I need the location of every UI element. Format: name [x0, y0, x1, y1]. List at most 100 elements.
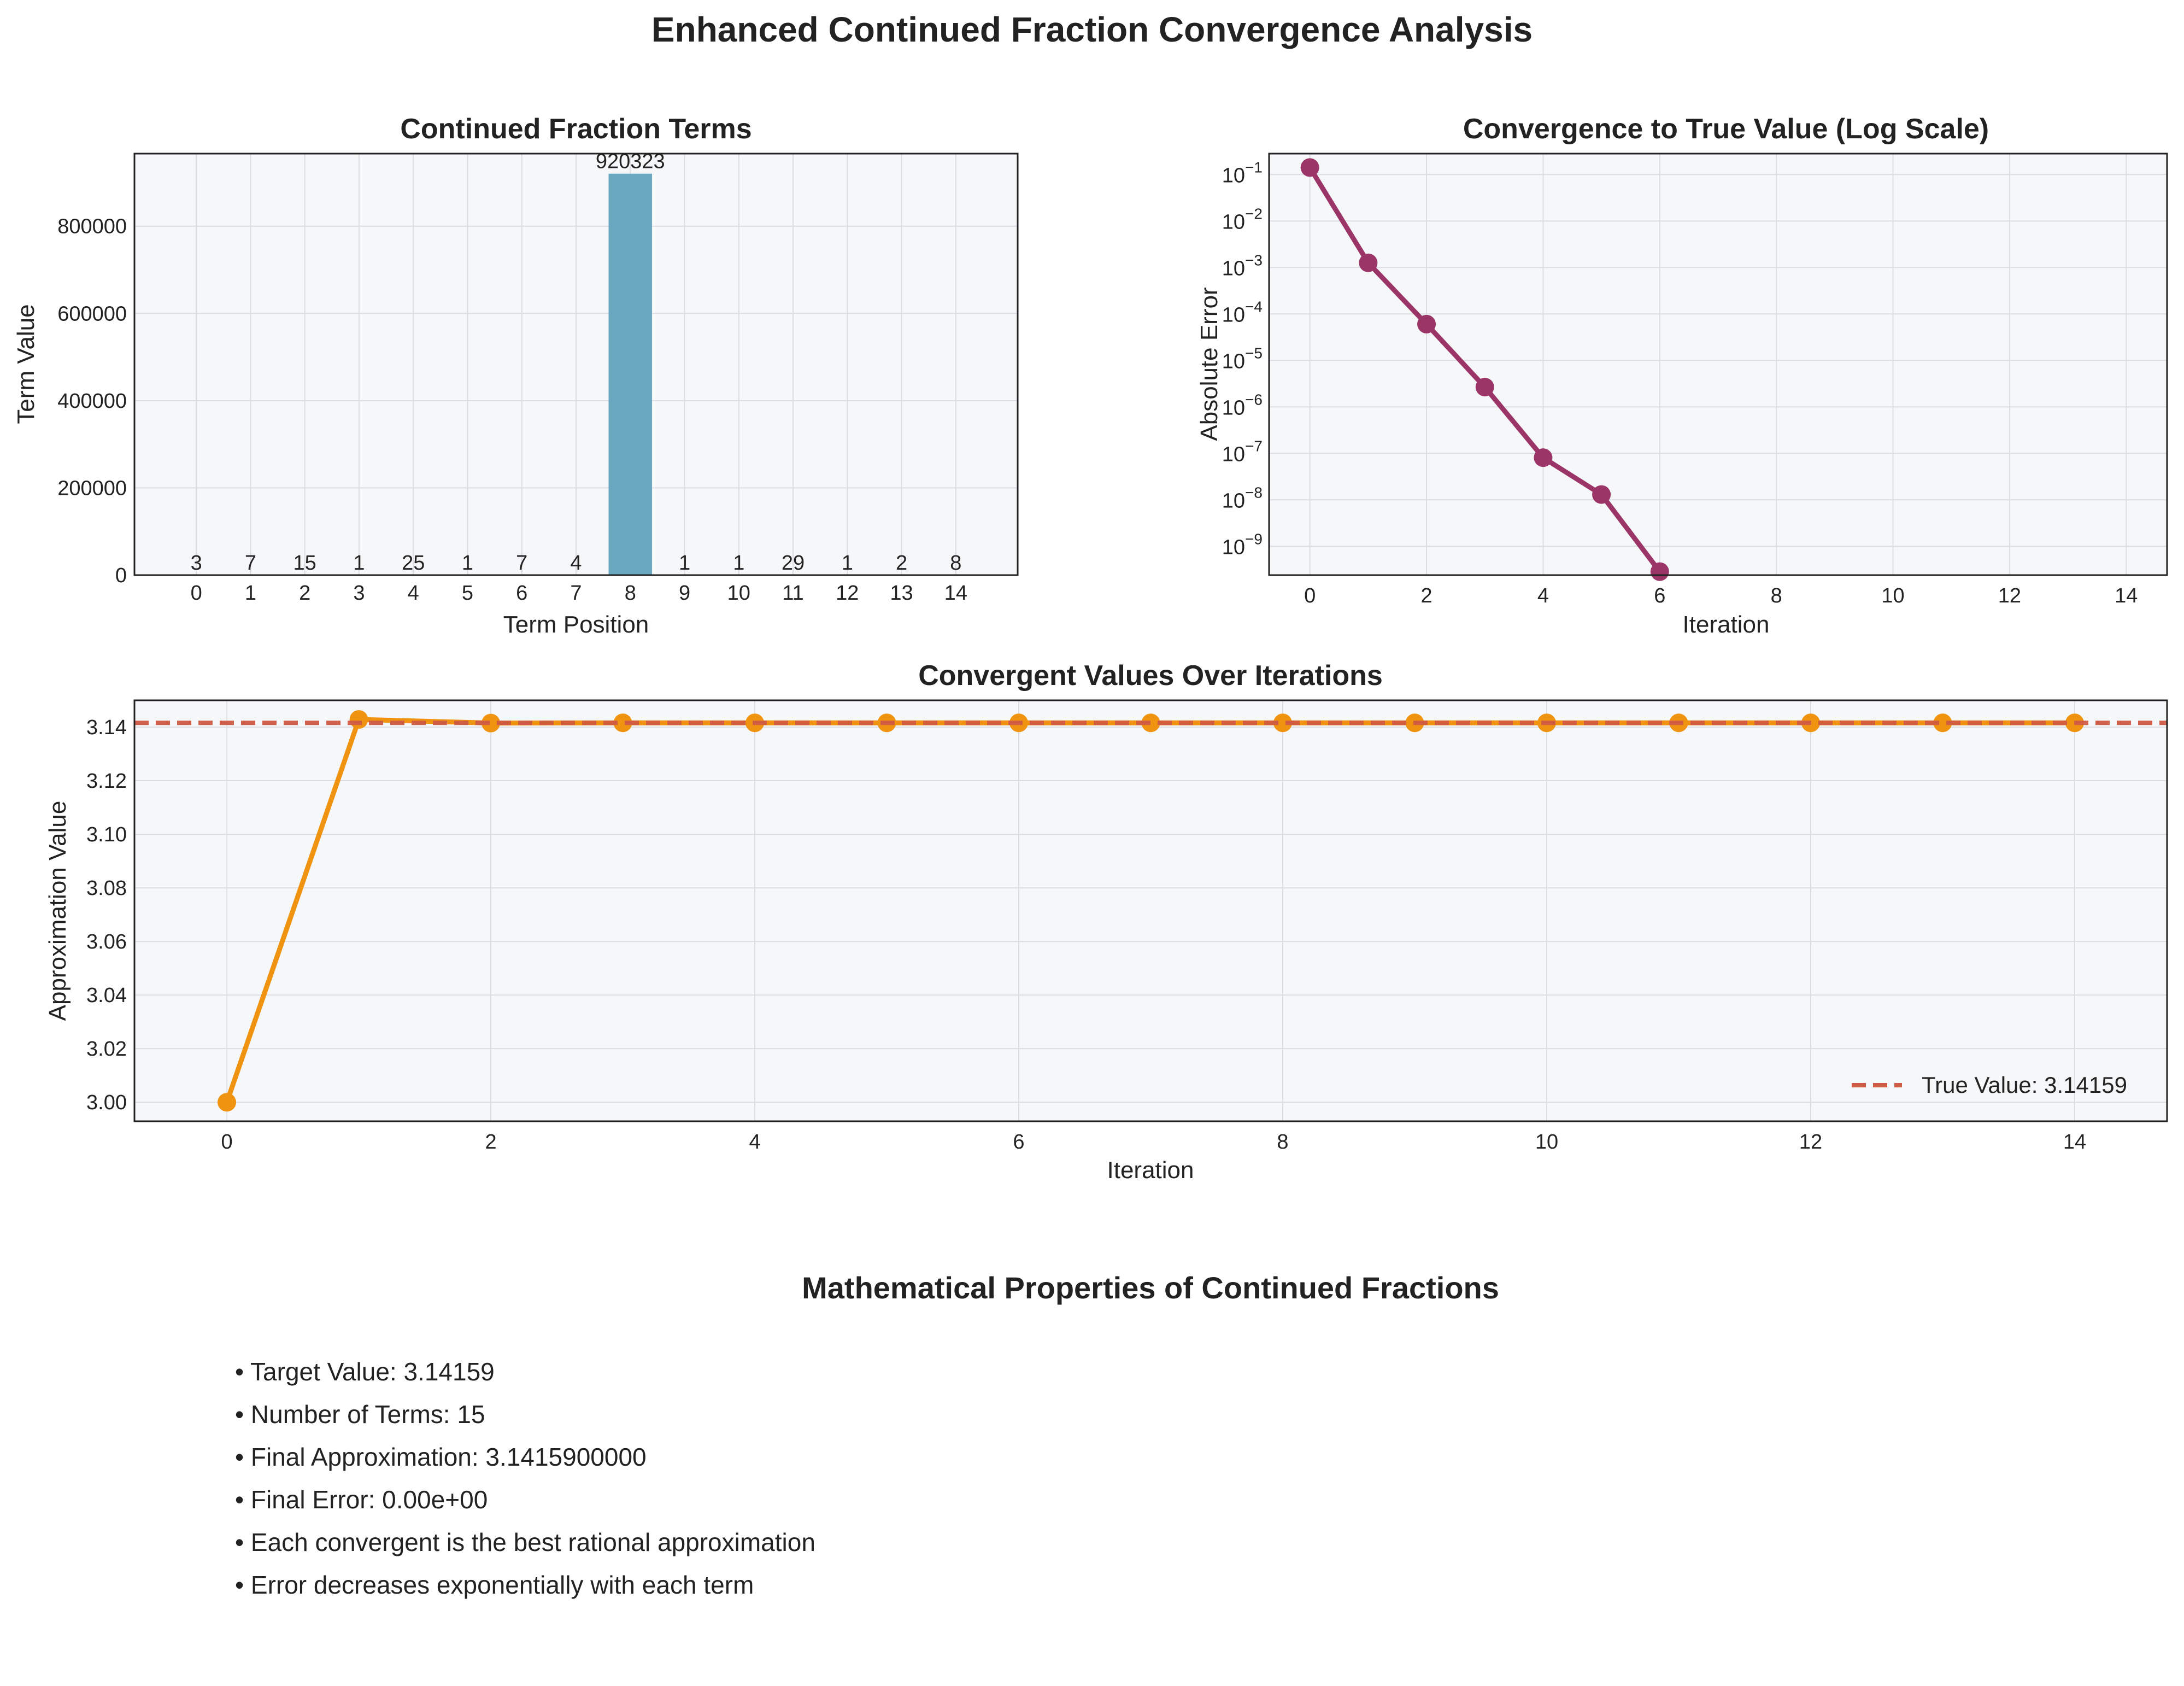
error-y-ticks: 10−1 10−2 10−3 10−4 10−5 10−6 10−7 10−8 10−9 [1222, 159, 1263, 559]
x-tick-label: 8 [1771, 584, 1782, 607]
x-tick-label: 12 [1998, 584, 2021, 607]
x-tick-label: 14 [944, 582, 967, 605]
convergents-y-ticks: 3.00 3.02 3.04 3.06 3.08 3.10 3.12 3.14 [86, 716, 127, 1114]
property-line: • Error decreases exponentially with eac… [235, 1571, 754, 1599]
x-tick-label: 9 [679, 582, 690, 605]
terms-axes-frame [133, 153, 1019, 576]
convergent-point [349, 710, 368, 729]
y-tick-label: 600000 [57, 302, 127, 325]
x-tick-label: 0 [191, 582, 202, 605]
convergents-line-chart: Convergent Values Over Iterations 0 2 4 6 8 1… [44, 660, 2168, 1184]
y-tick-label: 10−3 [1222, 251, 1263, 280]
error-axes-frame [1268, 153, 2168, 576]
y-tick-label: 3.00 [86, 1091, 127, 1114]
bar [608, 173, 652, 575]
y-tick-label: 3.04 [86, 984, 127, 1007]
y-tick-label: 3.14 [86, 716, 127, 739]
convergents-x-ticks: 0 2 4 6 8 10 12 14 [221, 1131, 2086, 1154]
y-tick-label: 3.12 [86, 770, 127, 793]
error-series [1300, 158, 1669, 581]
bar-value-label: 8 [950, 552, 961, 575]
error-plot-area [1269, 154, 2167, 575]
error-x-ticks: 0 2 4 6 8 10 12 14 [1304, 584, 2138, 607]
error-point [1592, 485, 1611, 504]
legend: True Value: 3.14159 [1852, 1072, 2127, 1098]
y-tick-label: 3.08 [86, 877, 127, 900]
x-tick-label: 0 [1304, 584, 1316, 607]
y-tick-label: 3.02 [86, 1038, 127, 1061]
y-tick-label: 200000 [57, 477, 127, 500]
terms-x-axis-label: Term Position [503, 611, 649, 638]
terms-bar-chart: Continued Fraction Terms 3 7 15 1 25 1 7 492032… [13, 113, 1019, 638]
y-tick-label: 800000 [57, 215, 127, 238]
properties-text-box: Mathematical Properties of Continued Fra… [235, 1271, 1499, 1599]
x-tick-label: 1 [245, 582, 256, 605]
bar-value-label: 4 [570, 552, 582, 575]
x-tick-label: 6 [1654, 584, 1665, 607]
bar-value-label: 7 [516, 552, 527, 575]
terms-bars [174, 173, 978, 575]
x-tick-label: 4 [749, 1131, 760, 1154]
terms-x-ticks: 0 1 2 3 4 5 6 7 8 9 10 11 12 13 14 [191, 582, 967, 605]
convergents-x-axis-label: Iteration [1107, 1157, 1194, 1184]
y-tick-label: 10−1 [1222, 159, 1263, 187]
error-y-axis-label: Absolute Error [1196, 287, 1223, 441]
property-line: • Number of Terms: 15 [235, 1400, 485, 1429]
x-tick-label: 8 [1277, 1131, 1288, 1154]
x-tick-label: 14 [2063, 1131, 2086, 1154]
y-tick-label: 10−5 [1222, 344, 1263, 373]
property-line: • Final Error: 0.00e+00 [235, 1485, 488, 1514]
convergent-point [1273, 713, 1292, 733]
convergents-series [134, 710, 2167, 1112]
x-tick-label: 2 [485, 1131, 496, 1154]
x-tick-label: 2 [299, 582, 310, 605]
property-line: • Each convergent is the best rational a… [235, 1528, 815, 1556]
x-tick-label: 7 [570, 582, 582, 605]
error-point [1534, 448, 1553, 467]
bar-value-label: 25 [402, 552, 425, 575]
convergent-point [1933, 713, 1952, 733]
bar-value-label: 1 [679, 552, 690, 575]
bar-value-label: 15 [293, 552, 316, 575]
x-tick-label: 4 [408, 582, 419, 605]
y-tick-label: 10−7 [1222, 437, 1263, 466]
x-tick-label: 12 [1799, 1131, 1822, 1154]
terms-y-ticks: 0 200000 400000 600000 800000 [57, 215, 127, 587]
convergent-point [218, 1093, 237, 1112]
bar-value-label: 1 [462, 552, 473, 575]
bar-value-label: 2 [896, 552, 907, 575]
y-tick-label: 3.06 [86, 930, 127, 953]
terms-y-axis-label: Term Value [13, 304, 39, 424]
x-tick-label: 8 [625, 582, 636, 605]
y-tick-label: 10−9 [1222, 530, 1263, 559]
bar-value-label: 29 [782, 552, 805, 575]
convergent-point [482, 713, 501, 733]
convergent-point [613, 713, 632, 733]
x-tick-label: 11 [782, 582, 803, 605]
y-tick-label: 400000 [57, 390, 127, 413]
x-tick-label: 10 [1535, 1131, 1558, 1154]
error-x-axis-label: Iteration [1683, 611, 1770, 638]
error-point [1417, 314, 1436, 333]
x-tick-label: 13 [890, 582, 913, 605]
properties-title: Mathematical Properties of Continued Fra… [802, 1271, 1499, 1305]
x-tick-label: 14 [2115, 584, 2138, 607]
convergents-grid [134, 700, 2167, 1121]
error-grid [1269, 154, 2167, 575]
x-tick-label: 12 [836, 582, 859, 605]
x-tick-label: 6 [516, 582, 527, 605]
bar-value-label: 1 [733, 552, 744, 575]
terms-chart-title: Continued Fraction Terms [400, 113, 752, 145]
x-tick-label: 10 [727, 582, 750, 605]
y-tick-label: 10−2 [1222, 205, 1263, 233]
x-tick-label: 2 [1420, 584, 1432, 607]
error-chart-title: Convergence to True Value (Log Scale) [1463, 113, 1989, 145]
convergents-y-axis-label: Approximation Value [44, 801, 71, 1021]
error-point [1300, 158, 1319, 177]
y-tick-label: 10−4 [1222, 298, 1263, 326]
x-tick-label: 0 [221, 1131, 232, 1154]
bar-value-label: 3 [191, 552, 202, 575]
figure-title: Enhanced Continued Fraction Convergence … [651, 10, 1533, 49]
y-tick-label: 10−8 [1222, 484, 1263, 512]
